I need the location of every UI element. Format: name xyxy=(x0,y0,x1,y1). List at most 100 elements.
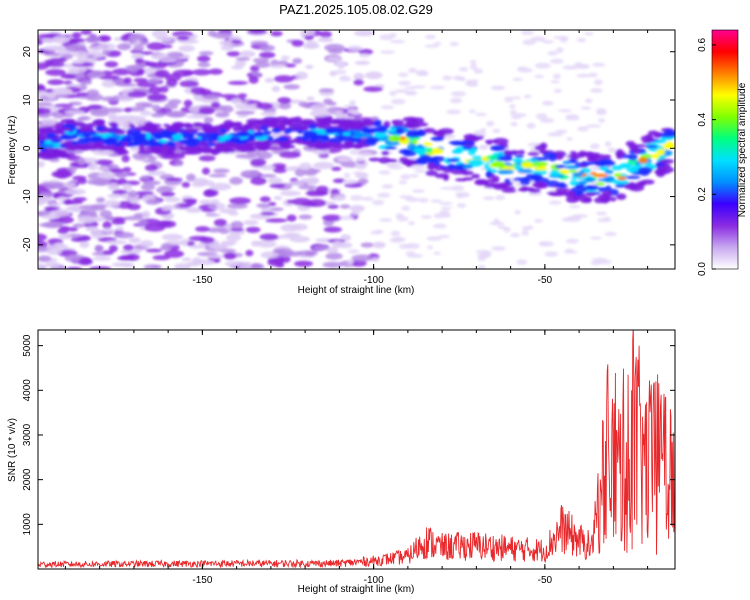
heatmap-cell xyxy=(389,126,397,133)
heatmap-cell xyxy=(109,115,128,121)
heatmap-cell xyxy=(359,53,370,58)
heatmap-cell xyxy=(101,96,120,102)
heatmap-cell xyxy=(256,102,274,110)
heatmap-cell xyxy=(466,159,483,164)
heatmap-cell xyxy=(243,261,253,268)
snr-ticks: -150 -100 -50 1000 2000 3000 4000 5000 xyxy=(22,330,675,586)
heatmap-cell xyxy=(405,197,421,203)
heatmap-cell xyxy=(432,223,447,229)
heatmap-cell xyxy=(96,119,105,126)
heatmap-cell xyxy=(404,86,417,90)
heatmap-cell xyxy=(473,68,484,74)
heatmap-cell xyxy=(306,96,315,101)
heatmap-cell xyxy=(628,169,636,173)
heatmap-cell xyxy=(419,154,431,160)
heatmap-cell xyxy=(94,159,114,165)
heatmap-cell xyxy=(323,226,343,233)
heatmap-cell xyxy=(54,88,73,95)
heatmap-cell xyxy=(60,73,77,79)
figure-title: PAZ1.2025.105.08.02.G29 xyxy=(279,2,433,17)
heatmap-cell xyxy=(406,121,419,126)
heatmap-cell xyxy=(38,263,47,269)
heatmap-cell xyxy=(77,215,96,224)
heatmap-cell xyxy=(638,157,649,164)
heatmap-cell xyxy=(479,144,488,150)
heatmap-cell xyxy=(604,141,612,147)
heatmap-cell xyxy=(432,136,445,141)
heatmap-cell xyxy=(245,226,261,233)
heatmap-cell xyxy=(95,126,105,132)
heatmap-cell xyxy=(67,69,81,74)
heatmap-cell xyxy=(115,128,126,135)
heatmap-cell xyxy=(562,160,571,165)
heatmap-cell xyxy=(235,147,251,153)
heatmap-cell xyxy=(433,41,442,45)
heatmap-cell xyxy=(426,236,442,241)
heatmap-cell xyxy=(427,162,435,168)
heatmap-cell xyxy=(112,135,121,139)
heatmap-cell xyxy=(121,154,130,163)
heatmap-cell xyxy=(423,127,436,134)
heatmap-cell xyxy=(224,260,246,267)
heatmap-cell xyxy=(142,141,157,147)
heatmap-cell xyxy=(347,249,360,254)
heatmap-cell xyxy=(120,136,136,142)
heatmap-cell xyxy=(401,159,416,166)
heatmap-cell xyxy=(313,121,329,127)
heatmap-cell xyxy=(521,230,529,236)
heatmap-cell xyxy=(495,194,506,201)
heatmap-cell xyxy=(610,196,617,202)
heatmap-cell xyxy=(252,57,270,64)
heatmap-cell xyxy=(482,250,493,256)
heatmap-cell xyxy=(331,166,342,171)
heatmap-cell xyxy=(257,147,264,151)
heatmap-cell xyxy=(350,144,363,149)
heatmap-cell xyxy=(108,121,118,127)
heatmap-cell xyxy=(151,30,168,38)
heatmap-cell xyxy=(76,144,92,151)
heatmap-cell xyxy=(381,184,394,189)
heatmap-cell xyxy=(198,141,210,147)
heatmap-cell xyxy=(350,194,363,201)
heatmap-cell xyxy=(363,86,383,92)
heatmap-cell xyxy=(325,252,343,260)
heatmap-cell xyxy=(304,34,314,41)
heatmap-cell xyxy=(372,241,386,249)
heatmap-cell xyxy=(147,170,167,176)
heatmap-cell xyxy=(112,142,124,147)
heatmap-cell xyxy=(286,214,297,222)
heatmap-cell xyxy=(202,94,220,100)
heatmap-cell xyxy=(491,160,505,168)
heatmap-cell xyxy=(137,220,149,226)
heatmap-cell xyxy=(185,207,202,213)
heatmap-cell xyxy=(305,40,319,49)
heatmap-cell xyxy=(203,116,214,124)
heatmap-cell xyxy=(140,183,155,191)
colorbar-gradient xyxy=(711,29,739,270)
heatmap-cell xyxy=(85,93,104,102)
heatmap-cell xyxy=(71,59,85,65)
heatmap-cell xyxy=(522,186,535,192)
heatmap-cell xyxy=(449,97,463,104)
heatmap-cell xyxy=(522,39,536,46)
heatmap-cell xyxy=(127,131,136,137)
heatmap-cell xyxy=(260,211,276,216)
heatmap-cell xyxy=(39,152,56,157)
heatmap-cell xyxy=(161,233,183,241)
heatmap-cell xyxy=(313,245,329,251)
heatmap-cell xyxy=(356,152,373,157)
heatmap-cell xyxy=(533,166,548,171)
heatmap-cell xyxy=(395,213,404,219)
heatmap-cell xyxy=(342,132,352,136)
heatmap-cell xyxy=(600,158,613,164)
heatmap-cell xyxy=(637,166,653,174)
heatmap-cell xyxy=(424,44,440,48)
heatmap-cell xyxy=(159,220,172,227)
heatmap-cell xyxy=(509,150,520,155)
heatmap-cell xyxy=(334,118,351,124)
heatmap-cell xyxy=(226,51,241,57)
heatmap-cell xyxy=(319,30,332,38)
heatmap-cell xyxy=(265,218,288,223)
heatmap-cell xyxy=(269,64,286,69)
heatmap-cell xyxy=(140,51,154,55)
